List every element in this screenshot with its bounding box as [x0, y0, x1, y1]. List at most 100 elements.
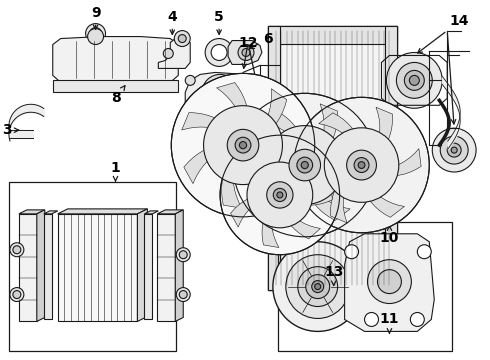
- Circle shape: [440, 136, 468, 164]
- Polygon shape: [282, 208, 320, 239]
- Polygon shape: [228, 41, 262, 64]
- Circle shape: [324, 128, 399, 202]
- Polygon shape: [272, 174, 293, 226]
- Circle shape: [294, 97, 429, 233]
- Circle shape: [315, 284, 321, 289]
- Polygon shape: [44, 211, 58, 214]
- Polygon shape: [362, 181, 404, 217]
- Circle shape: [447, 143, 461, 157]
- Text: 1: 1: [111, 161, 121, 181]
- Circle shape: [13, 291, 21, 298]
- Circle shape: [306, 275, 330, 298]
- Bar: [44, 214, 52, 319]
- Circle shape: [176, 248, 190, 262]
- Circle shape: [404, 71, 424, 90]
- Text: 14: 14: [449, 14, 469, 28]
- Circle shape: [365, 312, 378, 327]
- Polygon shape: [182, 113, 233, 134]
- Polygon shape: [293, 184, 332, 205]
- Circle shape: [211, 45, 227, 60]
- Polygon shape: [302, 154, 347, 181]
- Circle shape: [248, 75, 258, 85]
- Circle shape: [88, 28, 103, 45]
- Circle shape: [215, 87, 225, 97]
- Polygon shape: [292, 148, 317, 189]
- Bar: [58, 214, 137, 321]
- Polygon shape: [158, 39, 190, 68]
- Bar: [9, 182, 176, 351]
- Polygon shape: [376, 149, 421, 176]
- Polygon shape: [184, 144, 225, 184]
- Circle shape: [273, 188, 287, 202]
- Circle shape: [277, 192, 283, 198]
- Circle shape: [240, 141, 246, 149]
- Polygon shape: [257, 89, 287, 139]
- Circle shape: [368, 260, 412, 303]
- Circle shape: [245, 100, 255, 110]
- Polygon shape: [245, 161, 292, 198]
- Circle shape: [178, 35, 186, 42]
- Circle shape: [410, 312, 424, 327]
- Circle shape: [205, 39, 233, 67]
- Bar: [268, 26, 397, 44]
- Circle shape: [409, 75, 419, 85]
- Bar: [217, 139, 229, 147]
- Polygon shape: [259, 132, 306, 157]
- Circle shape: [93, 31, 98, 37]
- Circle shape: [396, 62, 432, 98]
- Polygon shape: [242, 154, 289, 183]
- Circle shape: [176, 288, 190, 302]
- Circle shape: [13, 246, 21, 254]
- Circle shape: [247, 162, 313, 228]
- Circle shape: [451, 147, 457, 153]
- Bar: [268, 26, 280, 289]
- Bar: [386, 26, 397, 289]
- Circle shape: [267, 182, 293, 208]
- Text: 10: 10: [380, 225, 399, 245]
- Circle shape: [179, 251, 187, 259]
- Text: 6: 6: [250, 32, 273, 49]
- Bar: [19, 214, 37, 321]
- Text: 11: 11: [380, 312, 399, 333]
- Circle shape: [190, 100, 200, 110]
- Text: 7: 7: [215, 116, 225, 135]
- Polygon shape: [318, 113, 362, 149]
- Circle shape: [185, 75, 195, 85]
- Polygon shape: [258, 143, 285, 181]
- Circle shape: [235, 137, 251, 153]
- Polygon shape: [185, 72, 258, 112]
- Circle shape: [265, 126, 344, 204]
- Bar: [268, 26, 397, 289]
- Circle shape: [90, 28, 101, 40]
- Text: 5: 5: [214, 10, 224, 34]
- Polygon shape: [262, 206, 279, 248]
- Circle shape: [10, 288, 24, 302]
- Circle shape: [210, 82, 230, 102]
- Circle shape: [179, 291, 187, 298]
- Polygon shape: [37, 210, 45, 321]
- Polygon shape: [305, 182, 350, 220]
- Polygon shape: [317, 104, 338, 156]
- Circle shape: [273, 242, 363, 332]
- Text: 3: 3: [2, 123, 19, 137]
- Polygon shape: [157, 210, 183, 214]
- Polygon shape: [221, 158, 242, 208]
- Polygon shape: [373, 107, 392, 157]
- Bar: [145, 214, 152, 319]
- Circle shape: [172, 73, 315, 217]
- Circle shape: [163, 49, 173, 58]
- Polygon shape: [344, 234, 434, 332]
- Circle shape: [344, 245, 359, 259]
- Polygon shape: [320, 148, 368, 176]
- Circle shape: [417, 245, 431, 259]
- Text: 9: 9: [91, 6, 100, 30]
- Bar: [278, 222, 452, 351]
- Text: 2: 2: [196, 143, 224, 163]
- Polygon shape: [145, 211, 158, 214]
- Bar: [53, 80, 178, 92]
- Circle shape: [298, 267, 338, 306]
- Circle shape: [346, 150, 376, 180]
- Circle shape: [387, 53, 442, 108]
- Bar: [157, 214, 175, 321]
- Text: 8: 8: [111, 86, 125, 105]
